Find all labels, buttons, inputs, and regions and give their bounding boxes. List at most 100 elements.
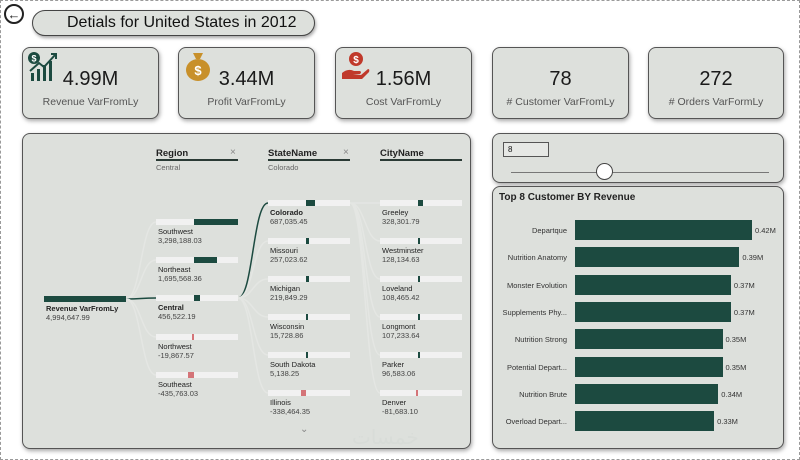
node-bar [418,276,420,282]
kpi-value: 3.44M [218,68,275,90]
node-bar [306,200,316,206]
bar-row: Overload Depart... 0.33M [493,411,785,432]
node-name: Loveland [382,284,413,293]
bar-row: Potential Depart... 0.35M [493,356,785,377]
tree-connector [237,297,269,394]
tree-connector [125,259,157,300]
node-value: 219,849.29 [270,293,308,302]
svg-text:$: $ [194,63,202,78]
node-value: -19,867.57 [158,351,194,360]
data-label: 0.34M [721,389,743,399]
data-label: 0.33M [717,417,738,427]
tree-connector [349,202,381,280]
kpi-label: Cost VarFromLy [365,96,442,108]
bar[interactable] [575,329,723,350]
chevron-down-icon[interactable]: ⌄ [300,424,309,435]
tree-connector [349,202,381,356]
node-value: 1,695,568.36 [158,274,202,283]
chart-title: Top 8 Customer BY Revenue [499,192,636,203]
node-bar-track [380,314,462,320]
category-label: Departque [531,226,567,235]
node-bar-track [268,276,350,282]
top-n-slicer[interactable]: 8 [492,133,784,183]
decomposition-tree[interactable]: Region × Central StateName × Colorado Ci… [22,133,471,449]
node-bar [418,238,420,244]
node-bar-track [156,334,238,340]
node-bar-track [380,238,462,244]
tree-connector [237,202,269,299]
node-value: 257,023.62 [270,255,308,264]
node-value: 456,522.19 [158,312,196,321]
top-n-input[interactable]: 8 [503,142,549,157]
category-label: Potential Depart... [506,362,567,372]
close-icon[interactable]: × [230,147,236,158]
data-label: 0.42M [755,226,776,235]
tree-connector [125,298,157,338]
node-name: Southeast [158,380,192,389]
bar-row: Nutrition Strong 0.35M [493,329,785,350]
category-label: Supplements Phy... [502,307,567,317]
node-name: Northeast [158,265,191,274]
bar[interactable] [575,220,752,240]
page-title: Detials for United States in 2012 [32,10,315,36]
svg-text:$: $ [353,55,359,66]
node-value: 107,233.64 [382,331,420,340]
node-value: 15,728.86 [270,331,304,340]
node-value: 5,138.25 [270,369,300,378]
node-value: 4,994,647.99 [46,313,90,322]
node-value: -338,464.35 [270,407,311,416]
bar-row: Monster Evolution 0.37M [493,274,785,295]
node-bar-track [380,352,462,358]
bar[interactable] [575,301,731,322]
node-name: Wisconsin [270,322,305,331]
node-value: 3,298,188.03 [158,236,202,245]
tree-connector [349,202,381,394]
back-arrow-icon[interactable]: ← [4,4,24,24]
kpi-value: 1.56M [375,68,432,90]
top-customers-chart: Top 8 Customer BY Revenue Departque 0.42M… [492,186,784,449]
watermark: خمسات [352,425,419,449]
node-name: Missouri [270,246,298,255]
bar[interactable] [575,411,715,432]
node-bar [306,314,308,320]
column-divider [268,159,350,161]
node-bar [188,372,194,378]
slider-track[interactable] [511,172,769,173]
svg-text:$: $ [31,54,36,64]
node-bar [194,257,217,263]
column-header-statename: StateName [268,148,318,159]
tree-connectors [125,202,381,394]
column-selected-value: Colorado [268,163,299,172]
data-label: 0.37M [733,280,755,290]
slider-handle[interactable] [595,163,613,180]
category-label: Monster Evolution [506,280,567,290]
node-name: South Dakota [270,360,316,369]
tree-connector [237,240,269,299]
bar[interactable] [575,383,719,404]
data-label: 0.39M [742,253,764,263]
data-label: 0.37M [733,307,755,317]
node-bar-track [268,390,350,396]
node-bar [194,295,200,301]
category-label: Overload Depart... [505,417,567,427]
node-bar-track [380,276,462,282]
bar-row: Nutrition Brute 0.34M [493,383,785,404]
node-name: Revenue VarFromLy [46,304,119,313]
kpi-label: Profit VarFromLy [207,96,286,108]
close-icon[interactable]: × [343,147,349,158]
node-bar [418,314,420,320]
column-divider [156,159,238,161]
kpi-card-orders: 272 # Orders VarFormLy [648,47,784,119]
bar[interactable] [575,356,723,377]
bar[interactable] [575,247,740,268]
column-divider [380,159,462,161]
column-header-cityname: CityName [380,148,424,159]
node-name: Michigan [270,284,301,293]
node-name: Colorado [270,208,303,217]
node-name: Illinois [270,398,291,407]
node-bar [192,334,194,340]
node-bar [306,352,308,358]
node-bar-track [268,352,350,358]
bar[interactable] [575,274,731,295]
kpi-card-profit: $ 3.44M Profit VarFromLy [178,47,315,119]
